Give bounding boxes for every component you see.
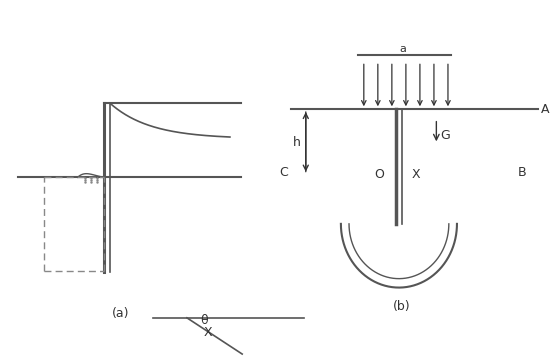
Text: G: G (441, 130, 450, 142)
Text: C: C (280, 167, 288, 180)
Text: a: a (400, 44, 406, 54)
Text: X: X (412, 168, 420, 181)
Text: (b): (b) (393, 300, 410, 313)
Text: (a): (a) (112, 307, 129, 320)
Text: B: B (518, 167, 526, 180)
Text: θ: θ (200, 314, 208, 327)
Text: O: O (374, 168, 384, 181)
Text: h: h (293, 136, 301, 149)
Text: A: A (541, 103, 549, 116)
Text: X: X (204, 326, 212, 339)
